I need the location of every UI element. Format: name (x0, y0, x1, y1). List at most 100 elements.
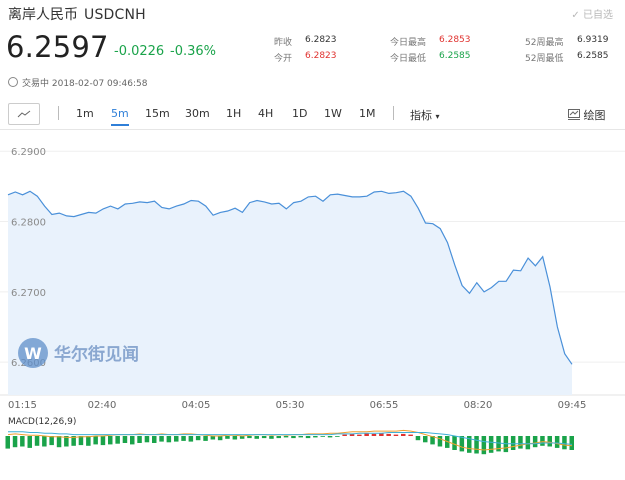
macd-bar (93, 436, 98, 445)
macd-bar (56, 436, 62, 448)
macd-bar (130, 436, 135, 445)
macd-bar (239, 436, 245, 439)
period-5m[interactable]: 5m (111, 107, 129, 126)
macd-bar (298, 436, 303, 438)
macd-bar (42, 436, 47, 447)
x-tick-label: 04:05 (182, 400, 211, 411)
macd-bar (166, 436, 172, 443)
macd-bar (488, 436, 494, 453)
trading-status-text: 交易中 2018-02-07 09:46:58 (22, 79, 148, 89)
macd-bar (34, 436, 40, 446)
week52-low-label: 52周最低 (525, 54, 564, 64)
instrument-name: 离岸人民币 (8, 7, 78, 23)
macd-bar (342, 434, 347, 436)
macd-bar (518, 436, 523, 449)
check-icon: ✓ (571, 10, 580, 21)
macd-dea-line (8, 431, 573, 445)
period-4h[interactable]: 4H (258, 107, 274, 120)
macd-bar (247, 436, 252, 439)
x-tick-label: 02:40 (88, 400, 117, 411)
macd-bar (357, 434, 362, 436)
clock-icon (8, 77, 18, 87)
draw-tool-button[interactable]: 绘图 (568, 107, 606, 123)
macd-bar (327, 436, 333, 438)
macd-bar (188, 436, 194, 442)
macd-bar (430, 436, 435, 445)
macd-bar (547, 436, 552, 447)
macd-bar (401, 433, 406, 436)
macd-bar (181, 436, 186, 441)
macd-bar (437, 436, 443, 447)
caret-down-icon: ▾ (435, 112, 440, 121)
macd-bar (423, 436, 428, 443)
macd-bar (122, 436, 128, 443)
y-tick-label: 6.2800 (11, 218, 46, 229)
macd-bar (525, 436, 531, 450)
trading-status: 交易中 2018-02-07 09:46:58 (8, 76, 147, 89)
macd-bar (49, 436, 54, 446)
period-15m[interactable]: 15m (145, 107, 170, 120)
macd-label: MACD(12,26,9) (8, 417, 76, 427)
macd-bar (254, 436, 259, 439)
macd-bar (20, 436, 25, 447)
macd-bar (64, 436, 69, 447)
macd-bar (386, 433, 391, 436)
macd-bar (349, 433, 355, 436)
x-tick-label: 09:45 (558, 400, 587, 411)
period-1mo[interactable]: 1M (359, 107, 376, 120)
macd-bar (100, 436, 106, 446)
y-tick-label: 6.2900 (11, 147, 46, 158)
week52-high-value: 6.9319 (577, 35, 609, 45)
x-tick-label: 01:15 (8, 400, 37, 411)
macd-bar (71, 436, 76, 446)
toolbar-divider-line (0, 129, 625, 130)
day-low-value: 6.2585 (439, 51, 471, 61)
macd-bar (496, 436, 501, 452)
price-change: -0.0226 (114, 44, 165, 59)
macd-bar (115, 436, 120, 444)
price-line (7, 190, 573, 365)
macd-bar (232, 436, 238, 440)
price-change-percent: -0.36% (170, 44, 216, 59)
macd-bar (371, 433, 377, 436)
instrument-title: 离岸人民币 USDCNH (8, 4, 146, 24)
period-1d[interactable]: 1D (292, 107, 308, 120)
indicator-menu[interactable]: 指标 ▾ (410, 107, 440, 123)
watermark-text: 华尔街见闻 (54, 344, 139, 365)
favorite-toggle[interactable]: ✓ 已自选 (571, 6, 613, 21)
macd-bar (467, 436, 472, 453)
draw-icon (568, 109, 580, 120)
week52-high-label: 52周最高 (525, 38, 564, 48)
macd-bar (5, 436, 10, 449)
macd-bar (320, 436, 325, 437)
week52-low-value: 6.2585 (577, 51, 609, 61)
macd-bar (452, 436, 457, 450)
period-30m[interactable]: 30m (185, 107, 210, 120)
macd-bar (261, 436, 267, 439)
macd-bar (569, 436, 574, 450)
macd-bar (78, 436, 84, 446)
toolbar-divider (58, 106, 59, 120)
macd-bar (291, 436, 296, 439)
period-1h[interactable]: 1H (226, 107, 242, 120)
macd-bar (540, 436, 545, 446)
macd-bar (152, 436, 157, 443)
day-high-label: 今日最高 (390, 38, 427, 48)
macd-bar (108, 436, 113, 445)
period-1m[interactable]: 1m (76, 107, 94, 120)
macd-bar (27, 436, 32, 448)
macd-bar (364, 433, 369, 436)
instrument-code: USDCNH (84, 7, 146, 23)
draw-label: 绘图 (583, 109, 606, 122)
macd-bar (137, 436, 142, 443)
macd-bar (474, 436, 479, 454)
macd-bar (393, 434, 399, 436)
macd-bar (144, 436, 150, 443)
line-chart-toggle[interactable] (8, 103, 40, 125)
day-low-label: 今日最低 (390, 54, 427, 64)
macd-bar (276, 436, 281, 439)
y-tick-label: 6.2700 (11, 288, 46, 299)
chart-toolbar: 1m 5m 15m 30m 1H 4H 1D 1W 1M 指标 ▾ 绘图 (0, 101, 625, 129)
period-1w[interactable]: 1W (324, 107, 342, 120)
